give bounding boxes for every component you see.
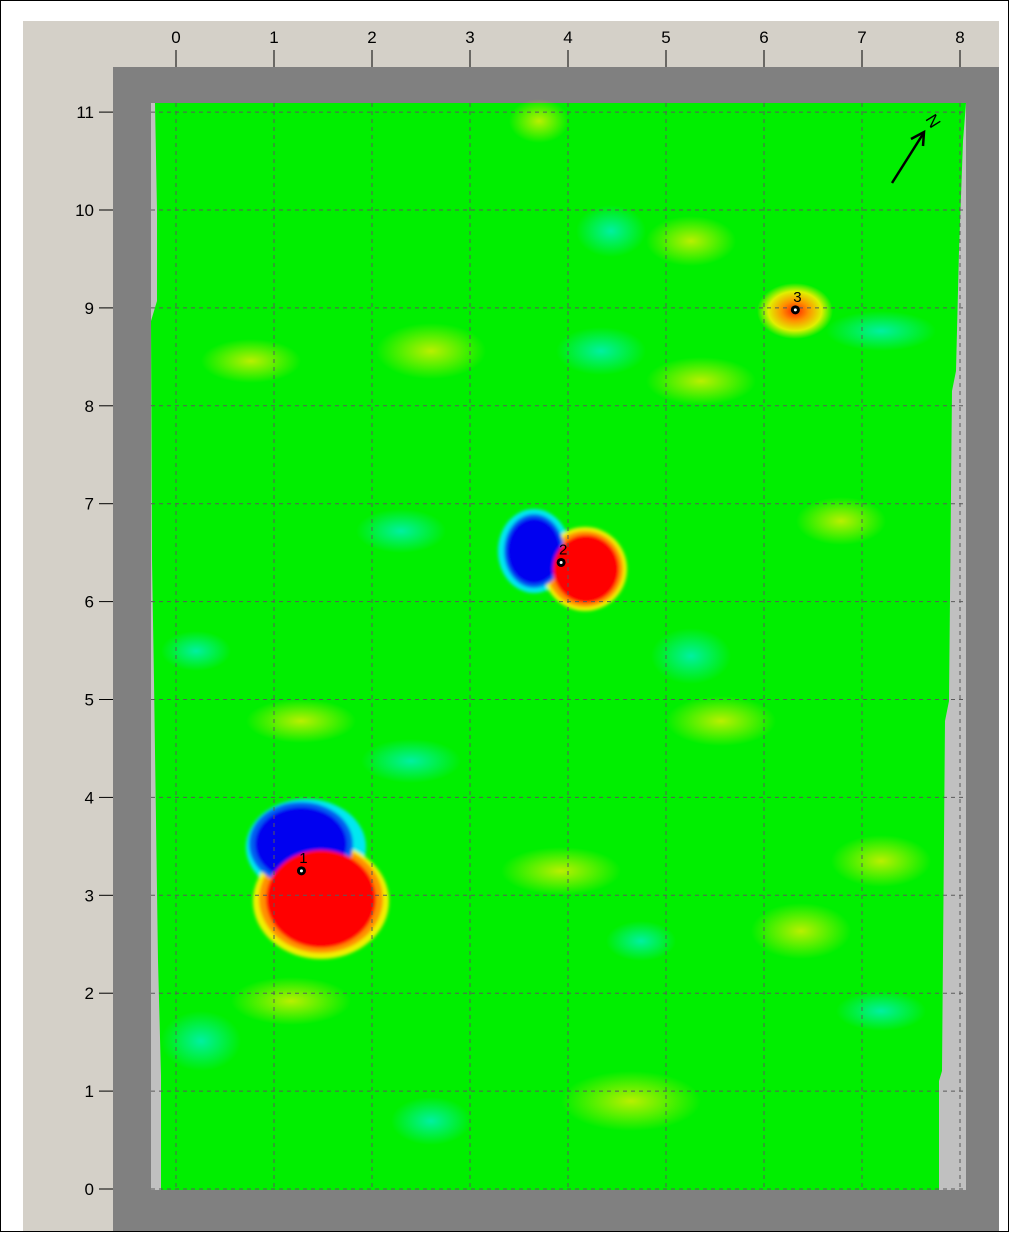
y-tick-label: 11 bbox=[76, 103, 94, 122]
anomaly-1 bbox=[246, 799, 389, 959]
y-tick-label: 10 bbox=[75, 201, 94, 220]
x-tick-label: 0 bbox=[171, 28, 180, 47]
x-tick-label: 6 bbox=[759, 28, 768, 47]
x-tick-label: 4 bbox=[563, 28, 572, 47]
texture-blobs bbox=[161, 99, 936, 1145]
y-tick-label: 2 bbox=[85, 984, 94, 1003]
y-tick-label: 1 bbox=[85, 1082, 94, 1101]
y-tick-label: 8 bbox=[85, 397, 94, 416]
marker-center-3 bbox=[793, 308, 797, 312]
marker-center-2 bbox=[559, 560, 563, 564]
x-tick-label: 5 bbox=[661, 28, 670, 47]
x-tick-label: 2 bbox=[367, 28, 376, 47]
y-tick-label: 0 bbox=[85, 1180, 94, 1199]
x-tick-label: 7 bbox=[857, 28, 866, 47]
marker-label: 2 bbox=[559, 541, 567, 558]
grid-lines bbox=[151, 103, 966, 1190]
x-tick-label: 1 bbox=[269, 28, 278, 47]
marker-label: 1 bbox=[299, 850, 307, 867]
y-tick-label: 9 bbox=[85, 299, 94, 318]
y-tick-label: 7 bbox=[85, 495, 94, 514]
y-tick-label: 5 bbox=[85, 691, 94, 710]
marker-label: 3 bbox=[793, 289, 801, 306]
y-tick-label: 3 bbox=[85, 886, 94, 905]
y-tick-label: 6 bbox=[85, 593, 94, 612]
x-tick-label: 3 bbox=[465, 28, 474, 47]
x-tick-label: 8 bbox=[955, 28, 964, 47]
x-axis: 0 1 2 3 4 5 6 7 8 bbox=[171, 28, 965, 67]
y-axis: 0 1 2 3 4 5 6 7 8 9 10 11 bbox=[75, 103, 113, 1199]
markers: 1 2 3 bbox=[296, 289, 802, 876]
anomaly-2 bbox=[498, 509, 627, 611]
y-tick-label: 4 bbox=[85, 788, 94, 807]
survey-field bbox=[151, 103, 966, 1190]
marker-center-1 bbox=[299, 869, 303, 873]
